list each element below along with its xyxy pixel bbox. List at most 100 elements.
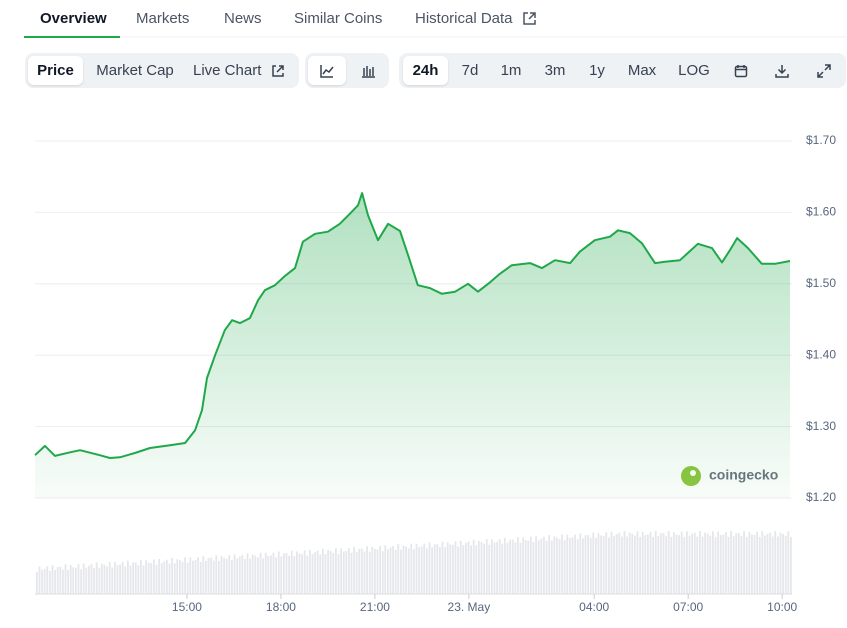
- y-tick-label: $1.70: [806, 133, 836, 147]
- candle-icon: [362, 66, 375, 78]
- volume-bar: [621, 536, 623, 594]
- volume-bar: [259, 552, 262, 594]
- volume-bar: [88, 565, 90, 594]
- volume-bar: [342, 551, 345, 594]
- volume-bar: [350, 552, 353, 594]
- volume-bar: [197, 557, 199, 594]
- x-tick-label: 18:00: [266, 600, 296, 614]
- range-button[interactable]: 7d: [461, 62, 479, 79]
- volume-bar: [381, 551, 384, 594]
- volume-bar: [257, 557, 259, 594]
- volume-bar: [540, 538, 543, 594]
- volume-bar: [290, 550, 293, 594]
- volume-bar: [402, 545, 405, 594]
- volume-bar: [488, 544, 491, 594]
- volume-bar: [127, 560, 129, 594]
- tab[interactable]: Similar Coins: [294, 10, 383, 27]
- volume-bar: [613, 535, 615, 594]
- range-button[interactable]: LOG: [678, 62, 710, 79]
- volume-bar: [662, 533, 665, 594]
- volume-bar: [511, 539, 514, 594]
- volume-bar: [740, 536, 743, 594]
- range-button[interactable]: Max: [627, 62, 657, 79]
- expand-icon[interactable]: [817, 64, 831, 78]
- volume-bar: [147, 562, 150, 594]
- volume-bar: [634, 535, 636, 594]
- chart-type-button[interactable]: Market Cap: [96, 62, 174, 79]
- volume-bar: [249, 558, 251, 594]
- volume-bar: [478, 540, 480, 594]
- range-group: 24h 7d 1m 3m 1y Max LOG: [399, 53, 846, 88]
- chart-type-button[interactable]: Price: [28, 56, 83, 85]
- volume-bar: [548, 535, 550, 594]
- volume-bars: [36, 531, 792, 594]
- volume-bar: [654, 531, 657, 594]
- volume-bar: [199, 561, 202, 594]
- volume-bar: [444, 547, 446, 594]
- volume-bar: [600, 535, 602, 594]
- volume-bar: [184, 557, 186, 594]
- range-button[interactable]: 3m: [544, 62, 566, 79]
- volume-bar: [699, 531, 701, 594]
- volume-bar: [124, 566, 127, 594]
- volume-bar: [579, 533, 582, 594]
- chart-type-group: Price Market Cap Live Chart: [25, 53, 299, 88]
- volume-bar: [691, 533, 693, 594]
- volume-bar: [93, 568, 95, 594]
- volume-bar: [288, 556, 290, 594]
- volume-bar: [626, 536, 628, 594]
- volume-bar: [649, 532, 652, 594]
- tab[interactable]: Historical Data: [415, 10, 513, 27]
- volume-bar: [735, 533, 738, 594]
- volume-bar: [72, 567, 75, 594]
- line-chart-button[interactable]: [308, 56, 346, 85]
- volume-bar: [745, 536, 748, 594]
- volume-bar: [322, 548, 324, 594]
- tab[interactable]: News: [224, 10, 262, 27]
- volume-bar: [545, 540, 548, 594]
- volume-bar: [82, 563, 85, 594]
- chart-type-button[interactable]: Live Chart: [193, 62, 262, 79]
- tab[interactable]: Markets: [136, 10, 190, 27]
- range-button[interactable]: 1m: [500, 62, 522, 79]
- volume-bar: [769, 532, 771, 594]
- volume-bar: [725, 532, 727, 594]
- volume-bar: [584, 535, 587, 594]
- volume-bar: [75, 567, 77, 594]
- volume-bar: [696, 536, 699, 594]
- volume-bar: [576, 539, 579, 594]
- volume-bar: [446, 542, 449, 594]
- volume-bar: [41, 569, 43, 594]
- volume-bar: [517, 537, 519, 594]
- volume-bar: [283, 553, 285, 594]
- volume-bar: [582, 538, 584, 594]
- volume-bar: [327, 550, 329, 594]
- tab[interactable]: Overview: [40, 10, 107, 27]
- volume-bar: [95, 562, 98, 594]
- volume-bar: [423, 543, 426, 594]
- range-button[interactable]: 1y: [589, 62, 605, 79]
- volume-bar: [561, 534, 563, 594]
- volume-bar: [563, 540, 566, 594]
- calendar-icon[interactable]: [734, 64, 748, 78]
- volume-bar: [574, 534, 576, 594]
- volume-bar: [647, 534, 649, 594]
- volume-bar: [176, 559, 179, 594]
- candle-chart-button[interactable]: [349, 56, 387, 85]
- volume-bar: [719, 535, 722, 594]
- download-icon[interactable]: [775, 64, 789, 78]
- volume-bar: [298, 553, 301, 594]
- volume-bar: [348, 548, 350, 594]
- volume-bar: [376, 549, 379, 594]
- volume-bar: [207, 557, 210, 594]
- volume-bar: [519, 542, 522, 594]
- volume-bar: [722, 534, 725, 594]
- volume-bar: [714, 536, 717, 594]
- volume-bar: [571, 537, 574, 594]
- volume-bar: [790, 536, 792, 594]
- range-button[interactable]: 24h: [403, 56, 448, 85]
- volume-bar: [556, 537, 558, 594]
- volume-bar: [407, 548, 410, 594]
- volume-bar: [524, 540, 527, 594]
- volume-bar: [483, 543, 485, 594]
